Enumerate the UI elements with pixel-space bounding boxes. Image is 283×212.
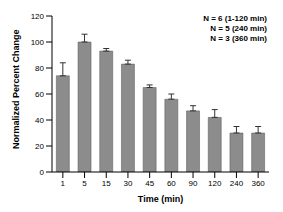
svg-text:45: 45 bbox=[145, 179, 154, 188]
svg-text:80: 80 bbox=[35, 64, 44, 73]
svg-text:100: 100 bbox=[31, 38, 45, 47]
svg-text:120: 120 bbox=[208, 179, 222, 188]
svg-text:60: 60 bbox=[167, 179, 176, 188]
svg-text:30: 30 bbox=[123, 179, 132, 188]
svg-text:Time (min): Time (min) bbox=[138, 194, 183, 204]
html-text:N = 3 (360 min): N = 3 (360 min) bbox=[210, 34, 267, 43]
svg-text:120: 120 bbox=[31, 12, 45, 21]
svg-text:240: 240 bbox=[230, 179, 244, 188]
svg-text:360: 360 bbox=[251, 179, 265, 188]
svg-text:90: 90 bbox=[189, 179, 198, 188]
svg-text:60: 60 bbox=[35, 90, 44, 99]
html-text:N = 6 (1-120 min): N = 6 (1-120 min) bbox=[203, 14, 267, 23]
svg-text:1: 1 bbox=[61, 179, 66, 188]
html-text:N = 5 (240 min): N = 5 (240 min) bbox=[210, 24, 267, 33]
svg-text:20: 20 bbox=[35, 142, 44, 151]
svg-text:Normalized Percent Change: Normalized Percent Change bbox=[11, 29, 21, 149]
svg-text:0: 0 bbox=[40, 168, 45, 177]
svg-text:15: 15 bbox=[102, 179, 111, 188]
svg-text:40: 40 bbox=[35, 116, 44, 125]
svg-text:5: 5 bbox=[82, 179, 87, 188]
